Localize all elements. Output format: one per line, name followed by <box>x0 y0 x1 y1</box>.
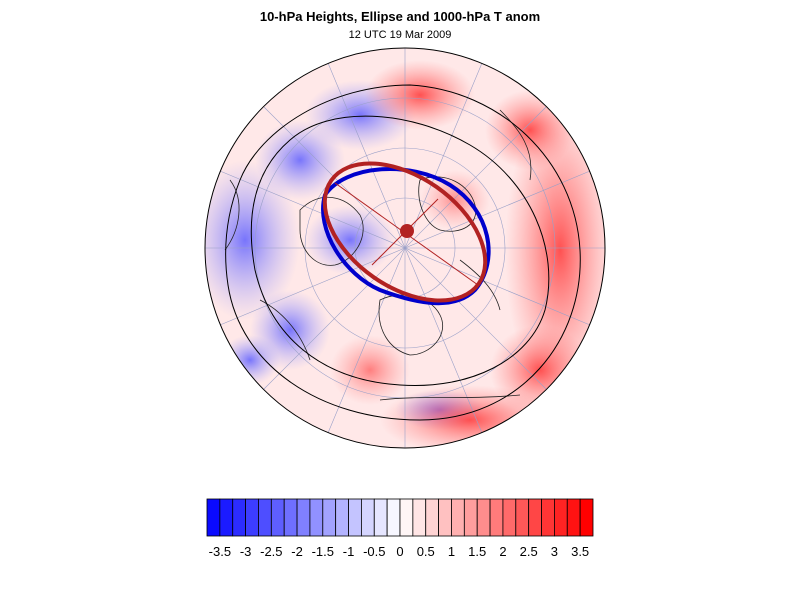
colorbar-box <box>425 498 440 537</box>
colorbar-boxes <box>206 498 594 537</box>
colorbar-box <box>206 498 221 537</box>
colorbar-box <box>528 498 542 537</box>
colorbar-labels: -3.5 -3 -2.5 -2 -1.5 -1 -0.5 0 0.5 1 1.5 2 2.5 3 3.5 <box>209 544 590 559</box>
colorbar-tick-label: -1.5 <box>312 544 334 559</box>
colorbar-box <box>232 498 247 537</box>
colorbar-box <box>296 498 311 537</box>
colorbar-box <box>283 498 298 537</box>
colorbar-tick-label: 3 <box>551 544 558 559</box>
colorbar-box <box>258 498 272 537</box>
colorbar-box <box>386 498 401 537</box>
colorbar-box <box>476 498 491 537</box>
colorbar-box <box>579 498 594 537</box>
ellipse-center-marker <box>400 224 414 238</box>
colorbar-tick-label: -0.5 <box>363 544 385 559</box>
colorbar-box <box>270 498 285 537</box>
warm-anomaly-north <box>365 60 475 130</box>
colorbar-tick-label: 0 <box>396 544 403 559</box>
globe-outline <box>204 47 606 449</box>
colorbar-box <box>463 498 478 537</box>
figure-title: 10-hPa Heights, Ellipse and 1000-hPa T a… <box>259 9 541 24</box>
colorbar-box <box>515 498 530 537</box>
colorbar-box <box>438 498 452 537</box>
colorbar-box <box>489 498 504 537</box>
cold-anomaly-west <box>205 160 300 320</box>
colorbar-tick-label: 1 <box>448 544 455 559</box>
colorbar-tick-label: -1 <box>343 544 355 559</box>
colorbar-box <box>309 498 324 537</box>
colorbar-tick-label: 3.5 <box>571 544 589 559</box>
colorbar-box <box>541 498 555 537</box>
colorbar-box <box>335 498 349 537</box>
colorbar-box <box>412 498 427 537</box>
colorbar-tick-label: 2 <box>499 544 506 559</box>
colorbar-tick-label: -2 <box>291 544 303 559</box>
colorbar-box <box>554 498 568 537</box>
figure-subtitle: 12 UTC 19 Mar 2009 <box>348 29 452 41</box>
colorbar-box <box>245 498 259 537</box>
colorbar-tick-label: -3.5 <box>209 544 231 559</box>
colorbar-box <box>373 498 388 537</box>
colorbar-box <box>502 498 517 537</box>
colorbar-box <box>399 498 414 537</box>
colorbar-box <box>360 498 375 537</box>
fitted-ellipse <box>322 161 488 303</box>
colorbar-box <box>451 498 465 537</box>
colorbar-box <box>219 498 234 537</box>
colorbar-tick-label: 0.5 <box>417 544 435 559</box>
colorbar-tick-label: -3 <box>240 544 252 559</box>
colorbar-tick-label: 1.5 <box>468 544 486 559</box>
colorbar-box <box>348 498 362 537</box>
height-contours <box>225 84 581 421</box>
colorbar-tick-label: -2.5 <box>260 544 282 559</box>
colorbar-box <box>322 498 337 537</box>
colorbar-box <box>566 498 581 537</box>
cold-anomaly-northwest <box>255 120 345 200</box>
warm-anomaly-east <box>505 100 605 400</box>
colorbar-tick-label: 2.5 <box>520 544 538 559</box>
coastlines <box>224 109 532 401</box>
